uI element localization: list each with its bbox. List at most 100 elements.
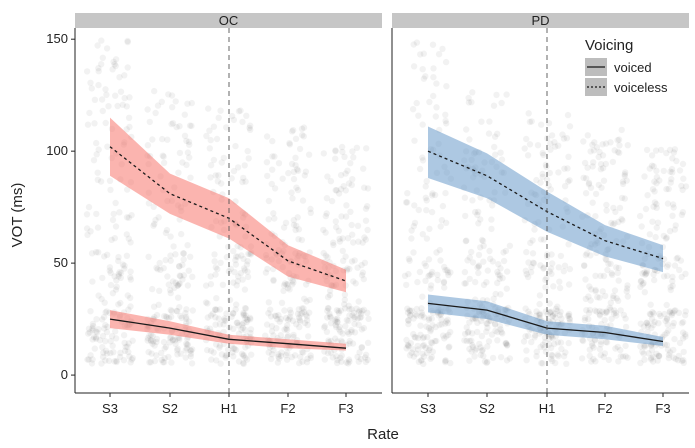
raw-point bbox=[491, 133, 499, 140]
raw-point bbox=[528, 338, 535, 346]
raw-point bbox=[440, 278, 448, 285]
raw-point bbox=[271, 215, 278, 222]
raw-point bbox=[661, 341, 668, 348]
raw-point bbox=[600, 353, 607, 361]
raw-point bbox=[295, 226, 303, 233]
raw-point bbox=[280, 282, 288, 289]
raw-point bbox=[270, 277, 277, 284]
raw-point bbox=[580, 174, 587, 181]
raw-point bbox=[212, 306, 219, 313]
raw-point bbox=[212, 306, 219, 313]
raw-point bbox=[188, 122, 195, 130]
raw-point bbox=[664, 346, 672, 353]
raw-point bbox=[621, 195, 628, 202]
raw-point bbox=[592, 286, 599, 294]
raw-point bbox=[543, 163, 550, 170]
raw-point bbox=[274, 359, 282, 366]
raw-point bbox=[413, 99, 420, 107]
raw-point bbox=[427, 326, 435, 333]
raw-point bbox=[320, 150, 327, 157]
raw-point bbox=[557, 252, 565, 260]
raw-point bbox=[103, 328, 111, 336]
raw-point bbox=[597, 272, 604, 280]
raw-point bbox=[649, 186, 657, 193]
legend-title: Voicing bbox=[585, 37, 633, 54]
raw-point bbox=[185, 267, 192, 274]
raw-point bbox=[270, 210, 277, 217]
raw-point bbox=[234, 278, 241, 285]
raw-point bbox=[340, 183, 347, 190]
raw-point bbox=[660, 232, 667, 240]
raw-point bbox=[419, 121, 426, 128]
raw-point bbox=[355, 309, 362, 316]
raw-point bbox=[524, 152, 532, 159]
raw-point bbox=[277, 352, 285, 360]
raw-point bbox=[462, 280, 469, 287]
raw-point bbox=[270, 347, 277, 354]
raw-point bbox=[230, 247, 237, 255]
raw-point bbox=[221, 315, 228, 322]
raw-point bbox=[624, 142, 631, 149]
raw-point bbox=[212, 264, 219, 271]
raw-point bbox=[281, 280, 289, 287]
raw-point bbox=[229, 310, 237, 317]
raw-point bbox=[579, 337, 587, 345]
raw-point bbox=[564, 165, 571, 172]
raw-point bbox=[345, 360, 352, 367]
raw-point bbox=[474, 211, 481, 219]
raw-point bbox=[462, 237, 469, 245]
raw-point bbox=[466, 275, 473, 283]
raw-point bbox=[290, 175, 298, 183]
raw-point bbox=[207, 273, 214, 280]
raw-point bbox=[267, 306, 274, 313]
raw-point bbox=[613, 312, 620, 319]
ribbon-voiceless bbox=[428, 126, 663, 273]
raw-point bbox=[588, 358, 595, 365]
raw-point bbox=[542, 276, 549, 284]
raw-point bbox=[532, 332, 539, 339]
raw-point bbox=[651, 178, 658, 185]
raw-point bbox=[187, 253, 194, 260]
raw-point bbox=[416, 268, 424, 276]
raw-point bbox=[286, 313, 294, 320]
raw-point bbox=[642, 271, 649, 278]
raw-point bbox=[556, 278, 563, 285]
raw-point bbox=[246, 124, 253, 132]
raw-point bbox=[150, 203, 157, 210]
raw-point bbox=[478, 236, 486, 244]
raw-point bbox=[522, 267, 529, 274]
raw-point bbox=[342, 253, 349, 260]
raw-point bbox=[653, 173, 661, 181]
raw-point bbox=[240, 352, 247, 360]
raw-point bbox=[495, 261, 502, 268]
raw-point bbox=[289, 317, 297, 324]
raw-point bbox=[497, 354, 505, 361]
raw-point bbox=[601, 350, 609, 357]
raw-point bbox=[469, 89, 476, 96]
raw-point bbox=[109, 66, 116, 73]
raw-point bbox=[111, 235, 119, 242]
raw-point bbox=[640, 323, 647, 330]
raw-point bbox=[603, 207, 610, 214]
y-tick-label: 50 bbox=[54, 255, 68, 270]
raw-point bbox=[156, 287, 163, 294]
raw-point bbox=[186, 318, 193, 325]
raw-point bbox=[285, 169, 292, 177]
raw-point bbox=[158, 356, 165, 363]
raw-point bbox=[360, 165, 367, 172]
raw-point bbox=[265, 310, 272, 317]
raw-point bbox=[590, 356, 597, 363]
raw-point bbox=[538, 359, 545, 367]
raw-point bbox=[484, 358, 491, 366]
raw-point bbox=[107, 269, 114, 276]
raw-point bbox=[227, 265, 234, 272]
raw-point bbox=[654, 357, 661, 364]
raw-point bbox=[89, 336, 96, 343]
raw-point bbox=[117, 299, 124, 307]
raw-point bbox=[603, 201, 610, 209]
raw-point bbox=[405, 317, 412, 324]
raw-point bbox=[420, 75, 428, 82]
raw-point bbox=[504, 268, 511, 275]
raw-points-pd-s2 bbox=[460, 89, 514, 367]
raw-point bbox=[641, 356, 648, 363]
